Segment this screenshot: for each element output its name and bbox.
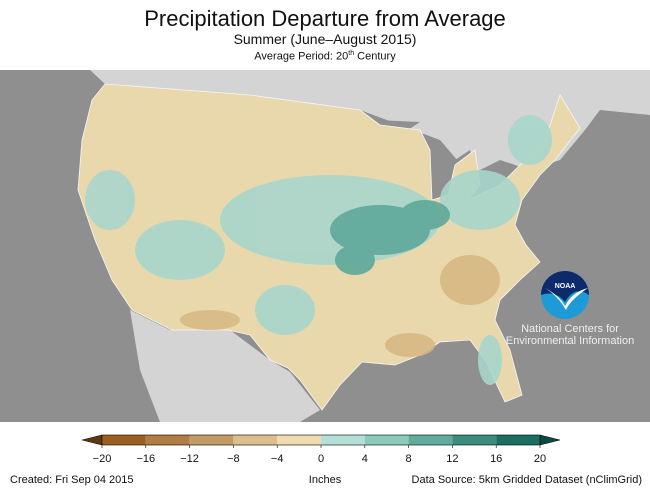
legend-tick-label: −20 [93, 453, 112, 465]
legend-swatch [233, 435, 278, 445]
legend-tick-label: −16 [136, 453, 155, 465]
average-period: Average Period: 20th Century [254, 50, 396, 63]
legend-swatch [145, 435, 190, 445]
legend-swatch [102, 435, 146, 445]
noaa-org-name: National Centers for Environmental Infor… [505, 323, 635, 347]
legend-swatch [364, 435, 409, 445]
created-date: Created: Fri Sep 04 2015 [10, 474, 134, 486]
above-average-regions [85, 115, 552, 385]
legend-swatch [277, 435, 321, 445]
legend-swatch [189, 435, 234, 445]
below-average-regions [180, 255, 500, 357]
canada-land [0, 70, 650, 175]
legend-swatch [408, 435, 453, 445]
much-above-average-regions [330, 200, 450, 275]
map-subtitle: Summer (June–August 2015) [233, 31, 417, 47]
legend-tick-label: 0 [318, 453, 324, 465]
legend-tick-label: 4 [362, 453, 368, 465]
legend-tick-label: 20 [534, 453, 546, 465]
legend-swatch [452, 435, 497, 445]
legend-tick-label: 16 [490, 453, 502, 465]
legend-high-arrow [539, 434, 561, 446]
data-source: Data Source: 5km Gridded Dataset (nClimG… [411, 474, 642, 486]
legend-swatch [496, 435, 540, 445]
precipitation-map: NOAA [0, 70, 650, 422]
legend-tick-label: 8 [406, 453, 412, 465]
svg-text:NOAA: NOAA [555, 283, 576, 290]
legend-tick-label: 12 [446, 453, 458, 465]
noaa-logo: NOAA [541, 271, 589, 319]
legend-unit: Inches [308, 474, 342, 486]
mexico-land [130, 310, 320, 422]
legend-low-arrow [81, 434, 103, 446]
great-lakes [375, 120, 500, 205]
map-title: Precipitation Departure from Average [144, 6, 506, 31]
legend-tick-label: −12 [180, 453, 199, 465]
legend-swatch [321, 435, 365, 445]
legend-tick-label: −4 [271, 453, 284, 465]
legend-tick-label: −8 [227, 453, 240, 465]
color-legend: −20 −16 −12 −8 −4 0 4 8 12 16 20 [81, 434, 561, 465]
